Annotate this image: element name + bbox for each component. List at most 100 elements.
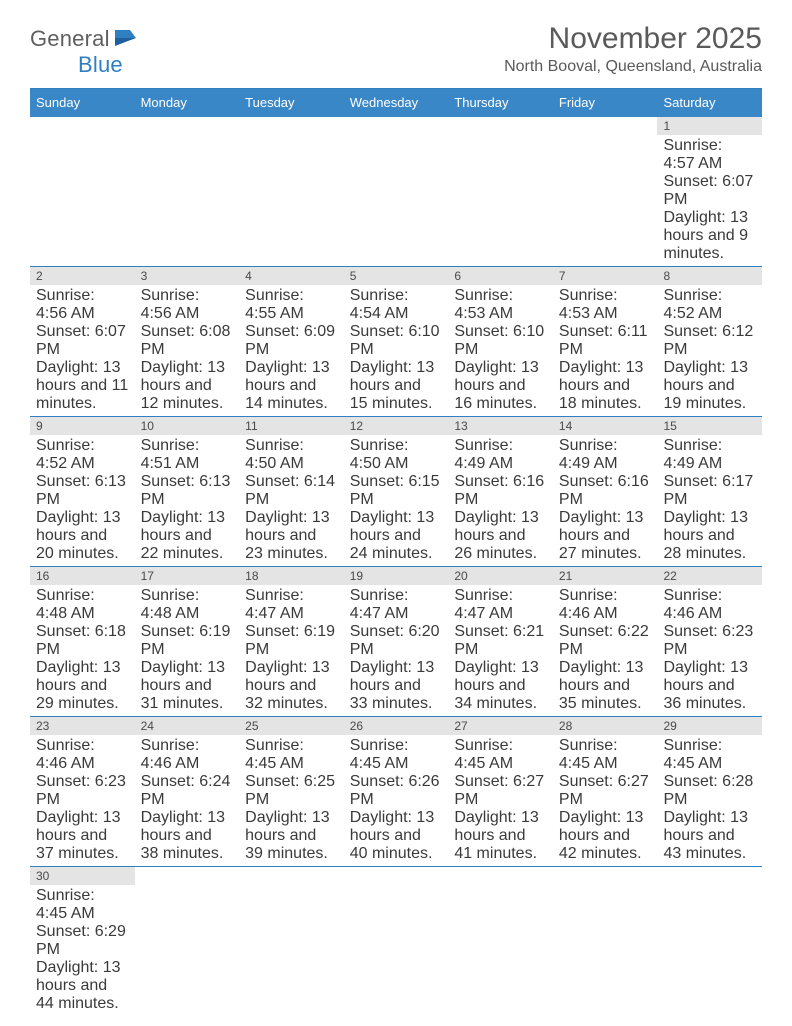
sunset-text: Sunset: 6:21 PM <box>454 623 547 659</box>
day-body: Sunrise: 4:45 AMSunset: 6:25 PMDaylight:… <box>239 735 344 866</box>
sunrise-text: Sunrise: 4:57 AM <box>663 137 756 173</box>
sunrise-text: Sunrise: 4:48 AM <box>36 587 129 623</box>
sunrise-text: Sunrise: 4:45 AM <box>36 887 129 923</box>
blank-body <box>239 885 344 1016</box>
day-number: 25 <box>239 717 344 735</box>
daylight-text: Daylight: 13 hours and 39 minutes. <box>245 809 338 863</box>
logo-flag-icon <box>114 29 138 47</box>
blank-body <box>448 135 553 266</box>
sunset-text: Sunset: 6:12 PM <box>663 323 756 359</box>
day-number: 9 <box>30 417 135 435</box>
sunrise-text: Sunrise: 4:48 AM <box>141 587 234 623</box>
sunset-text: Sunset: 6:29 PM <box>36 923 129 959</box>
day-body: Sunrise: 4:46 AMSunset: 6:23 PMDaylight:… <box>657 585 762 716</box>
blank-daynum <box>448 867 553 885</box>
daylight-text: Daylight: 13 hours and 42 minutes. <box>559 809 652 863</box>
sunset-text: Sunset: 6:19 PM <box>245 623 338 659</box>
sunset-text: Sunset: 6:15 PM <box>350 473 443 509</box>
day-number: 16 <box>30 567 135 585</box>
daynum-row: 16171819202122 <box>30 567 762 585</box>
sunrise-text: Sunrise: 4:50 AM <box>245 437 338 473</box>
day-number: 20 <box>448 567 553 585</box>
sunset-text: Sunset: 6:28 PM <box>663 773 756 809</box>
sunrise-text: Sunrise: 4:47 AM <box>245 587 338 623</box>
blank-body <box>344 135 449 266</box>
day-number: 14 <box>553 417 658 435</box>
daybody-row: Sunrise: 4:46 AMSunset: 6:23 PMDaylight:… <box>30 735 762 866</box>
day-body: Sunrise: 4:48 AMSunset: 6:19 PMDaylight:… <box>135 585 240 716</box>
sunset-text: Sunset: 6:07 PM <box>36 323 129 359</box>
day-body: Sunrise: 4:47 AMSunset: 6:20 PMDaylight:… <box>344 585 449 716</box>
daynum-row: 30 <box>30 867 762 885</box>
daylight-text: Daylight: 13 hours and 28 minutes. <box>663 509 756 563</box>
day-body: Sunrise: 4:49 AMSunset: 6:16 PMDaylight:… <box>553 435 658 566</box>
daylight-text: Daylight: 13 hours and 32 minutes. <box>245 659 338 713</box>
page-title: November 2025 <box>504 22 762 56</box>
day-number: 2 <box>30 267 135 285</box>
daylight-text: Daylight: 13 hours and 19 minutes. <box>663 359 756 413</box>
weekday-head: Tuesday <box>239 89 344 117</box>
day-body: Sunrise: 4:45 AMSunset: 6:27 PMDaylight:… <box>448 735 553 866</box>
day-number: 24 <box>135 717 240 735</box>
day-number: 10 <box>135 417 240 435</box>
sunrise-text: Sunrise: 4:56 AM <box>141 287 234 323</box>
day-number: 18 <box>239 567 344 585</box>
weekday-header: SundayMondayTuesdayWednesdayThursdayFrid… <box>30 89 762 117</box>
blank-daynum <box>657 867 762 885</box>
day-number: 11 <box>239 417 344 435</box>
sunrise-text: Sunrise: 4:46 AM <box>36 737 129 773</box>
day-body: Sunrise: 4:53 AMSunset: 6:11 PMDaylight:… <box>553 285 658 416</box>
sunrise-text: Sunrise: 4:46 AM <box>663 587 756 623</box>
day-number: 7 <box>553 267 658 285</box>
sunset-text: Sunset: 6:18 PM <box>36 623 129 659</box>
daylight-text: Daylight: 13 hours and 20 minutes. <box>36 509 129 563</box>
daynum-row: 23242526272829 <box>30 717 762 735</box>
weekday-head: Thursday <box>448 89 553 117</box>
week-row: 2345678Sunrise: 4:56 AMSunset: 6:07 PMDa… <box>30 267 762 417</box>
sunset-text: Sunset: 6:08 PM <box>141 323 234 359</box>
day-body: Sunrise: 4:56 AMSunset: 6:07 PMDaylight:… <box>30 285 135 416</box>
blank-daynum <box>553 867 658 885</box>
blank-body <box>135 135 240 266</box>
sunset-text: Sunset: 6:25 PM <box>245 773 338 809</box>
sunrise-text: Sunrise: 4:45 AM <box>245 737 338 773</box>
day-body: Sunrise: 4:45 AMSunset: 6:27 PMDaylight:… <box>553 735 658 866</box>
sunrise-text: Sunrise: 4:45 AM <box>663 737 756 773</box>
daylight-text: Daylight: 13 hours and 18 minutes. <box>559 359 652 413</box>
day-number: 3 <box>135 267 240 285</box>
location-text: North Booval, Queensland, Australia <box>504 58 762 76</box>
daylight-text: Daylight: 13 hours and 44 minutes. <box>36 959 129 1013</box>
blank-body <box>553 885 658 1016</box>
brand-name-a: General <box>30 26 110 52</box>
day-number: 6 <box>448 267 553 285</box>
sunset-text: Sunset: 6:16 PM <box>559 473 652 509</box>
blank-body <box>657 885 762 1016</box>
sunset-text: Sunset: 6:16 PM <box>454 473 547 509</box>
day-number: 8 <box>657 267 762 285</box>
sunrise-text: Sunrise: 4:49 AM <box>559 437 652 473</box>
blank-daynum <box>344 867 449 885</box>
day-number: 5 <box>344 267 449 285</box>
sunset-text: Sunset: 6:19 PM <box>141 623 234 659</box>
sunrise-text: Sunrise: 4:45 AM <box>559 737 652 773</box>
day-body: Sunrise: 4:51 AMSunset: 6:13 PMDaylight:… <box>135 435 240 566</box>
blank-daynum <box>239 867 344 885</box>
title-block: November 2025 North Booval, Queensland, … <box>504 22 762 76</box>
blank-body <box>448 885 553 1016</box>
day-number: 28 <box>553 717 658 735</box>
sunset-text: Sunset: 6:27 PM <box>559 773 652 809</box>
sunset-text: Sunset: 6:07 PM <box>663 173 756 209</box>
week-row: 23242526272829Sunrise: 4:46 AMSunset: 6:… <box>30 717 762 867</box>
day-number: 12 <box>344 417 449 435</box>
sunset-text: Sunset: 6:27 PM <box>454 773 547 809</box>
week-row: 16171819202122Sunrise: 4:48 AMSunset: 6:… <box>30 567 762 717</box>
daylight-text: Daylight: 13 hours and 43 minutes. <box>663 809 756 863</box>
sunrise-text: Sunrise: 4:47 AM <box>350 587 443 623</box>
sunrise-text: Sunrise: 4:52 AM <box>36 437 129 473</box>
sunset-text: Sunset: 6:10 PM <box>350 323 443 359</box>
sunset-text: Sunset: 6:14 PM <box>245 473 338 509</box>
sunrise-text: Sunrise: 4:53 AM <box>559 287 652 323</box>
daybody-row: Sunrise: 4:56 AM Sunset: 6:07 PM Daylight:… <box>30 285 762 416</box>
blank-daynum <box>135 117 240 135</box>
blank-daynum <box>239 117 344 135</box>
